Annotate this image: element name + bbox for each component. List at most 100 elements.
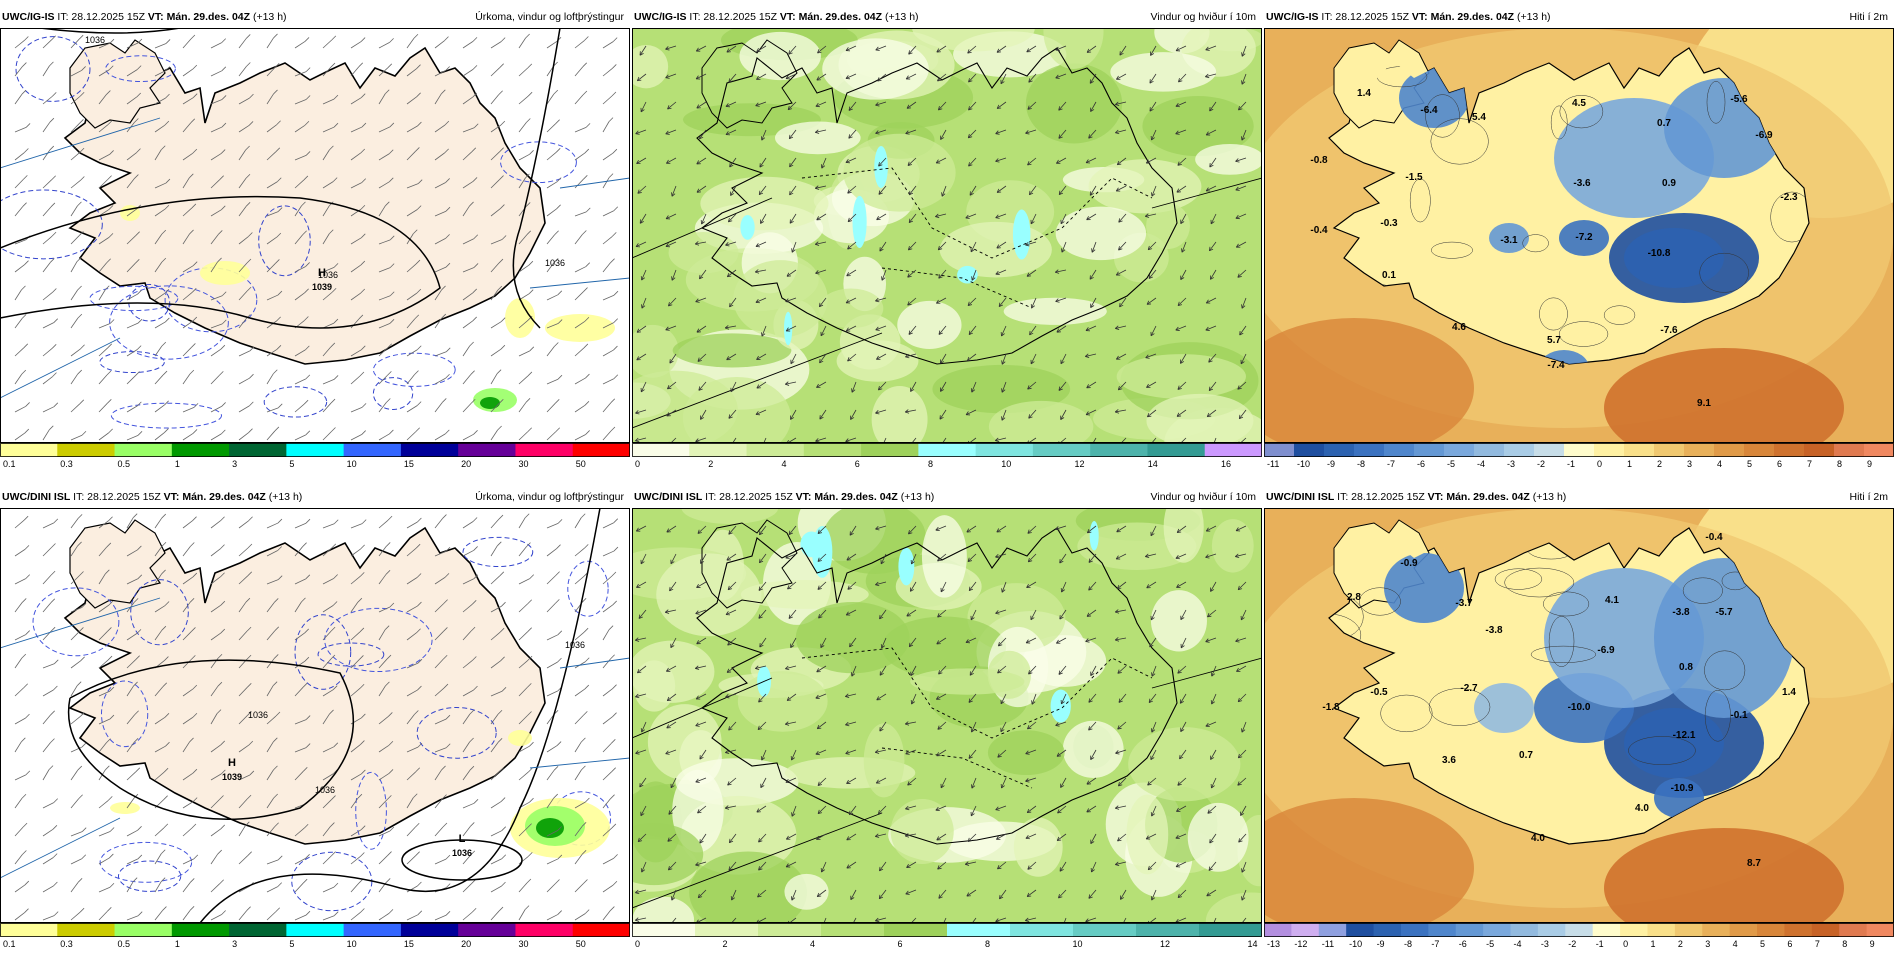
colorbar-graphic: -11-10-9-8-7-6-5-4-3-2-1012345678910	[1264, 443, 1894, 471]
colorbar-swatch	[1294, 443, 1325, 457]
wind-speed-area	[1063, 721, 1124, 778]
temperature-value: 4.6	[1452, 322, 1466, 333]
temperature-value: 9.1	[1697, 398, 1711, 409]
temperature-value: -0.1	[1730, 710, 1748, 721]
map-area[interactable]	[632, 508, 1262, 923]
map-area[interactable]	[632, 28, 1262, 443]
colorbar-swatch	[1073, 923, 1137, 937]
temperature-value: -2.3	[1780, 192, 1798, 203]
colorbar-swatch	[1834, 443, 1865, 457]
colorbar-swatch	[1684, 443, 1715, 457]
colorbar-tick: 1	[1650, 939, 1655, 949]
wind-speed-area	[1151, 590, 1207, 651]
map-graphic	[632, 28, 1262, 443]
colorbar-tick: 0.5	[118, 459, 131, 469]
temperature-value: 8.7	[1747, 858, 1761, 869]
colorbar-tick: 6	[1777, 459, 1782, 469]
gust-area	[874, 146, 888, 188]
panel-header: UWC/IG-IS IT: 28.12.2025 15Z VT: Mán. 29…	[632, 10, 1262, 24]
temperature-value: -5.6	[1730, 94, 1748, 105]
init-time: IT: 28.12.2025 15Z	[705, 491, 793, 503]
gust-area	[1013, 210, 1031, 260]
colorbar-tick: 0.1	[3, 939, 16, 949]
model-source: UWC/IG-IS	[634, 11, 687, 23]
pressure-centre-value: 1036	[452, 848, 472, 858]
colorbar-tick: 50	[576, 939, 586, 949]
colorbar-swatch	[1010, 923, 1074, 937]
wind-speed-area	[940, 222, 1052, 278]
valid-time: VT: Mán. 29.des. 04Z	[1412, 11, 1514, 23]
colorbar-swatch	[1784, 923, 1812, 937]
colorbar-swatch	[804, 443, 862, 457]
colorbar-tick: 15	[404, 459, 414, 469]
colorbar-tick: -5	[1486, 939, 1494, 949]
colorbar-tick: -9	[1377, 939, 1385, 949]
colorbar-tick: 8	[985, 939, 990, 949]
colorbar-swatch	[1744, 443, 1775, 457]
colorbar-swatch	[884, 923, 948, 937]
colorbar-swatch	[976, 443, 1034, 457]
map-panel-temp: UWC/DINI ISL IT: 28.12.2025 15Z VT: Mán.…	[1264, 490, 1894, 953]
colorbar-tick: 9	[1870, 939, 1875, 949]
isobar-label: 1036	[315, 785, 335, 795]
temperature-value: 0.8	[1679, 662, 1693, 673]
temperature-value: -0.8	[1310, 155, 1328, 166]
panel-run-info: UWC/IG-IS IT: 28.12.2025 15Z VT: Mán. 29…	[1266, 10, 1551, 24]
colorbar-swatch	[1620, 923, 1648, 937]
temperature-value: -3.1	[1500, 235, 1518, 246]
colorbar-swatch	[1414, 443, 1445, 457]
isobar-label: 1036	[248, 710, 268, 720]
wind-speed-area	[864, 723, 905, 797]
wind-speed-area	[819, 288, 884, 328]
colorbar-swatch	[1564, 443, 1595, 457]
temperature-value: 0.9	[1662, 178, 1676, 189]
colorbar-tick: 12	[1075, 459, 1085, 469]
temperature-value: 2.8	[1347, 592, 1361, 603]
wind-speed-area	[1088, 159, 1201, 213]
temperature-value: -3.8	[1485, 625, 1503, 636]
precipitation-area	[110, 802, 140, 814]
temperature-value: 1.4	[1357, 88, 1371, 99]
colorbar-swatch	[947, 923, 1011, 937]
temperature-value: -0.5	[1370, 687, 1388, 698]
wind-speed-area	[1188, 803, 1249, 872]
colorbar-tick: 5	[289, 459, 294, 469]
temperature-value: 4.5	[1572, 98, 1586, 109]
colorbar-swatch	[1647, 923, 1675, 937]
colorbar-swatch	[1594, 443, 1625, 457]
colorbar-swatch	[401, 443, 459, 457]
temperature-value: 5.7	[1547, 335, 1561, 346]
model-source: UWC/IG-IS	[1266, 11, 1319, 23]
gust-area	[1051, 689, 1071, 722]
colorbar-tick: -9	[1327, 459, 1335, 469]
colorbar-swatch	[0, 923, 58, 937]
panel-run-info: UWC/DINI ISL IT: 28.12.2025 15Z VT: Mán.…	[2, 490, 302, 504]
colorbar-swatch	[861, 443, 919, 457]
colorbar-swatch	[1374, 923, 1402, 937]
colorbar-tick: -11	[1267, 459, 1279, 469]
colorbar-swatch	[1205, 443, 1262, 457]
colorbar-swatch	[1839, 923, 1867, 937]
colorbar-tick: -8	[1357, 459, 1365, 469]
colorbar-tick: 10	[1001, 459, 1011, 469]
colorbar-tick: 16	[1221, 459, 1231, 469]
lead-time: (+13 h)	[901, 491, 935, 503]
colorbar-swatch	[1714, 443, 1745, 457]
colorbar-tick: 30	[518, 459, 528, 469]
panel-header: UWC/DINI ISL IT: 28.12.2025 15Z VT: Mán.…	[1264, 490, 1894, 504]
colorbar-swatch	[1147, 443, 1205, 457]
isobar-label: 1036	[545, 258, 565, 268]
colorbar-tick: 2	[723, 939, 728, 949]
pressure-centre-value: 1039	[312, 282, 332, 292]
colorbar-swatch	[458, 923, 516, 937]
colorbar-tick: 0.3	[60, 939, 73, 949]
colorbar-swatch	[1654, 443, 1685, 457]
map-panel-wind: UWC/IG-IS IT: 28.12.2025 15Z VT: Mán. 29…	[632, 10, 1262, 473]
